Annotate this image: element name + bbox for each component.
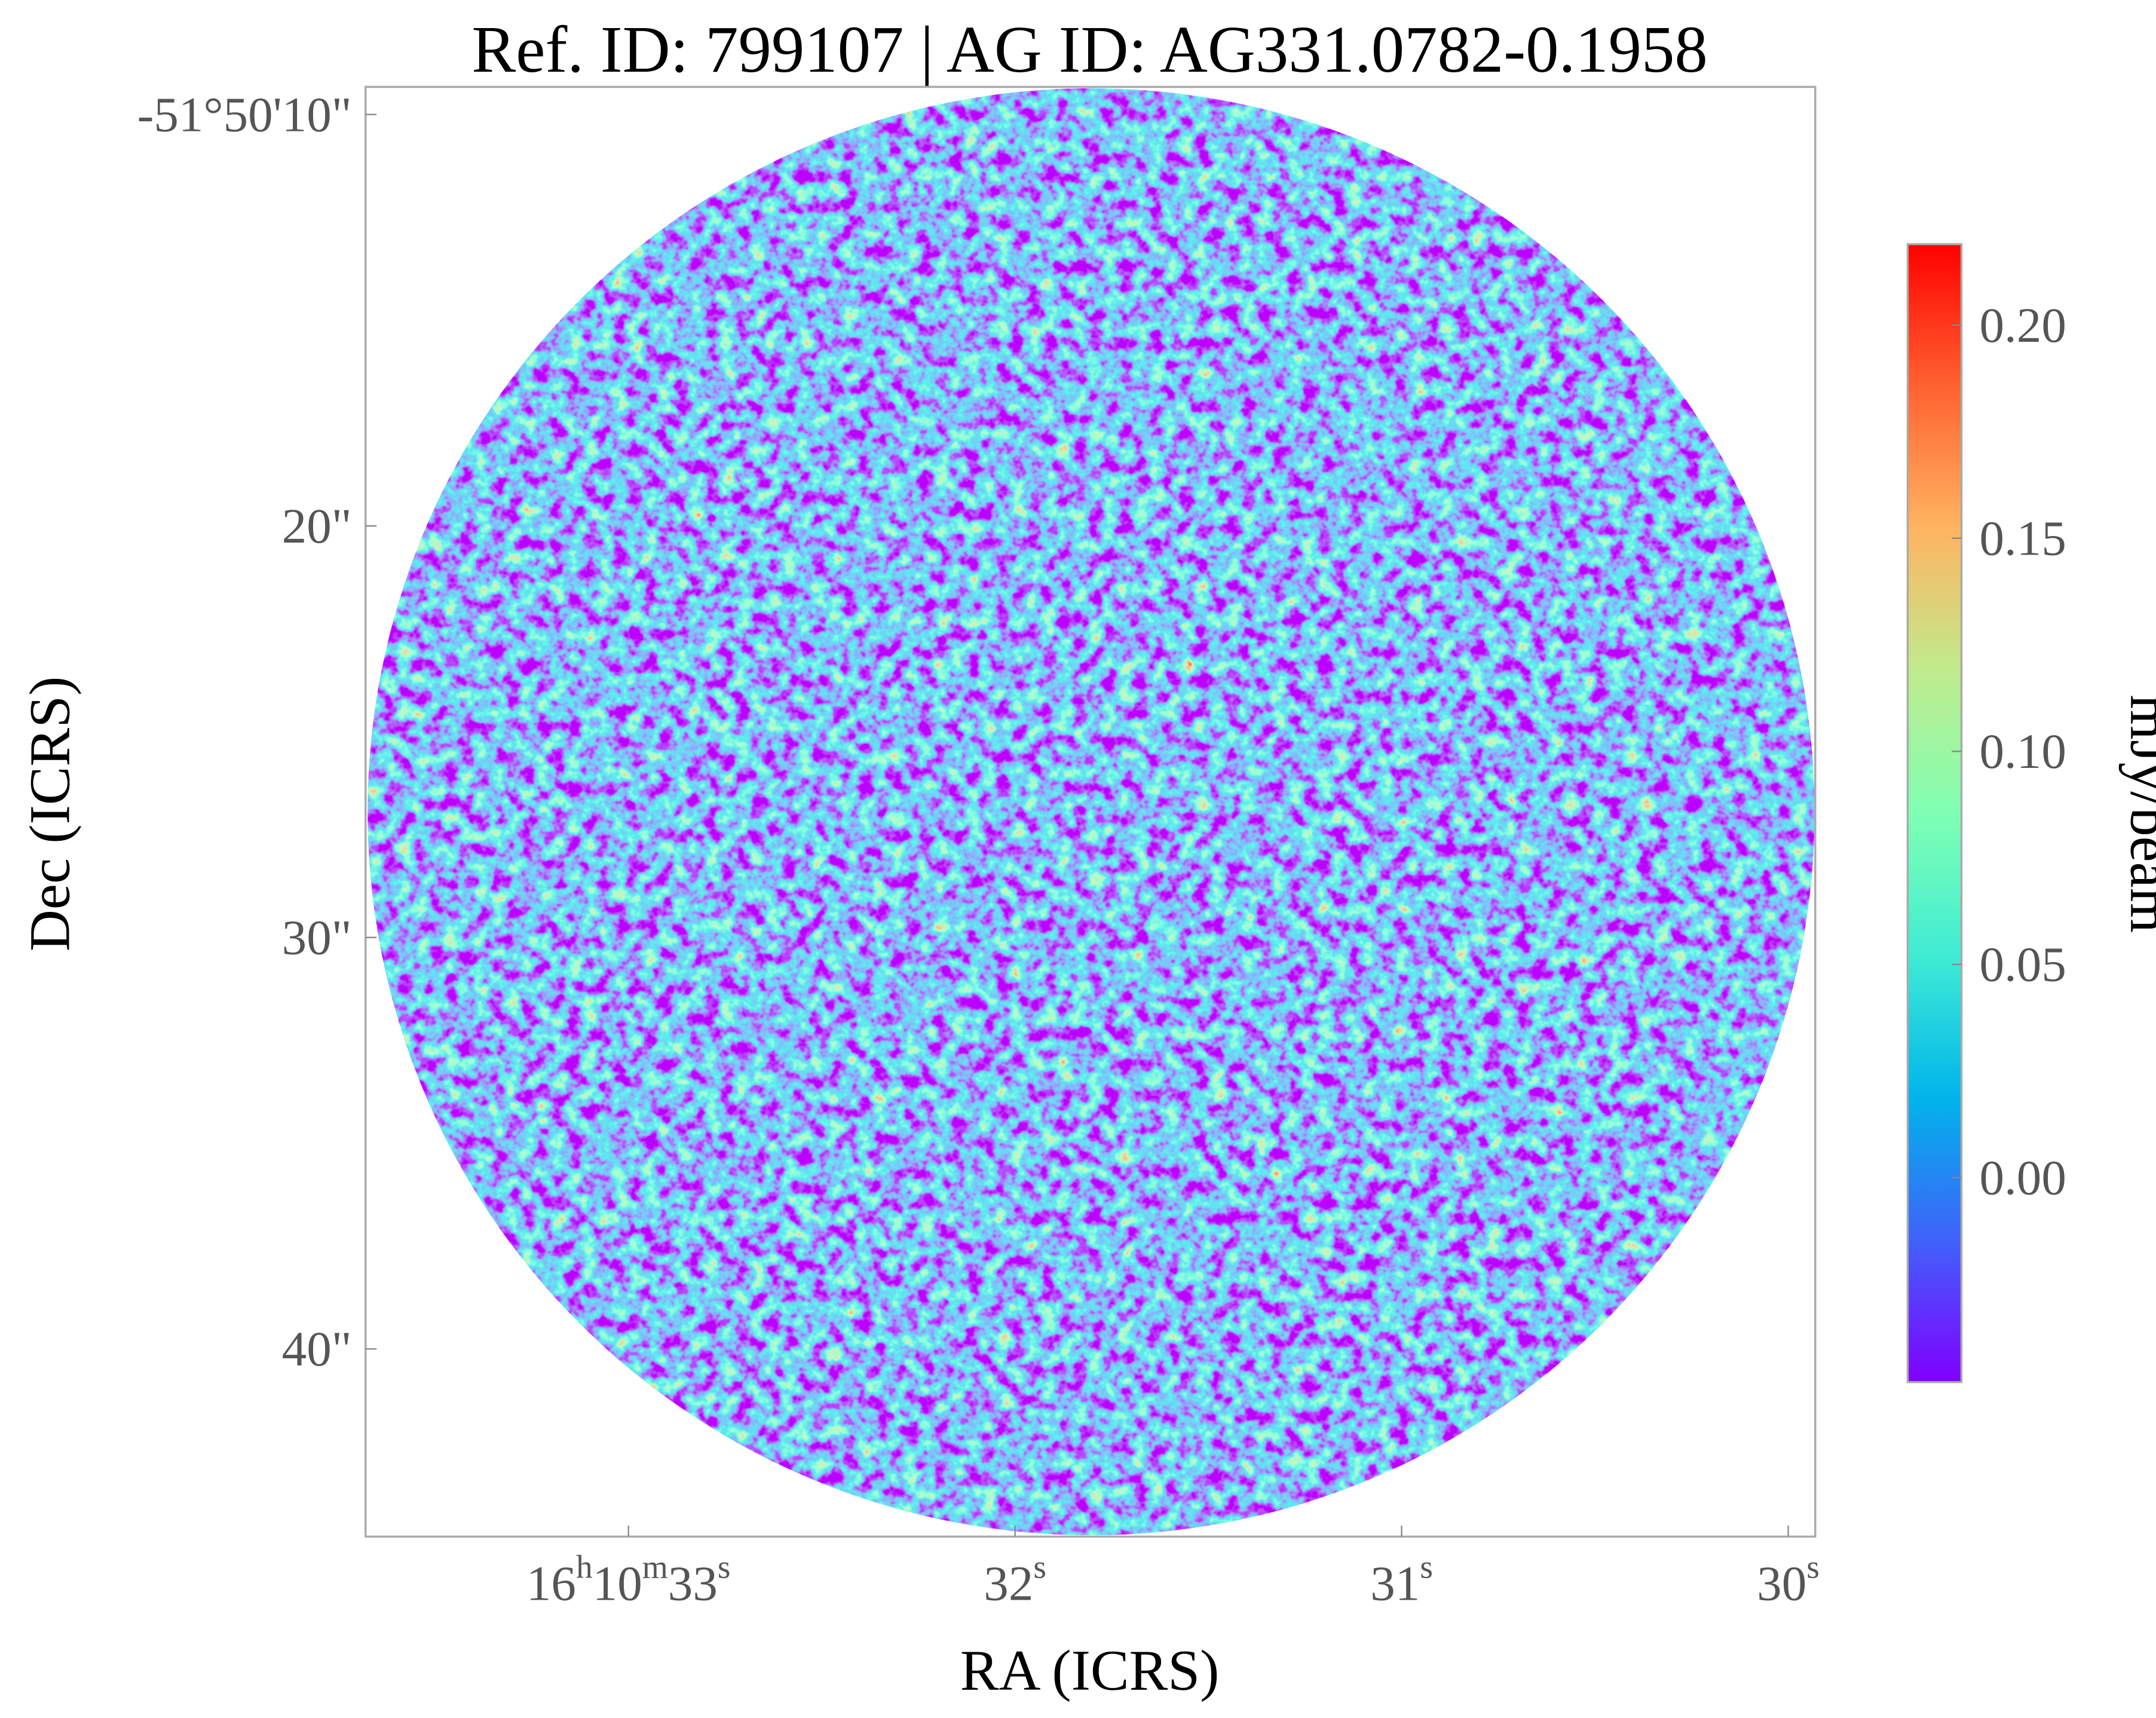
colorbar-tick-label: 0.05 [1979,937,2066,992]
colorbar-tick-label: 0.00 [1979,1150,2066,1205]
x-axis-label: RA (ICRS) [960,1639,1220,1702]
x-tick-label: 30s [1757,1549,1820,1611]
colorbar [1906,243,1963,1383]
x-tick-label: 16h10m33s [526,1549,731,1611]
chart-title: Ref. ID: 799107 | AG ID: AG331.0782-0.19… [471,13,1707,86]
x-tick-label: 31s [1370,1549,1433,1611]
y-tick-label: 40" [282,1321,352,1376]
colorbar-label: mJy/beam [2118,695,2156,933]
intensity-image [368,88,1815,1536]
y-tick-label: -51°50'10" [137,87,352,142]
colorbar-tick-label: 0.20 [1979,298,2066,353]
x-tick-label: 32s [984,1549,1046,1611]
y-tick-label: 20" [282,498,352,553]
y-axis-label: Dec (ICRS) [17,676,81,951]
plot-frame [365,85,1817,1538]
y-tick-label: 30" [282,910,352,965]
colorbar-tick-label: 0.15 [1979,510,2066,565]
colorbar-tick-label: 0.10 [1979,724,2066,779]
